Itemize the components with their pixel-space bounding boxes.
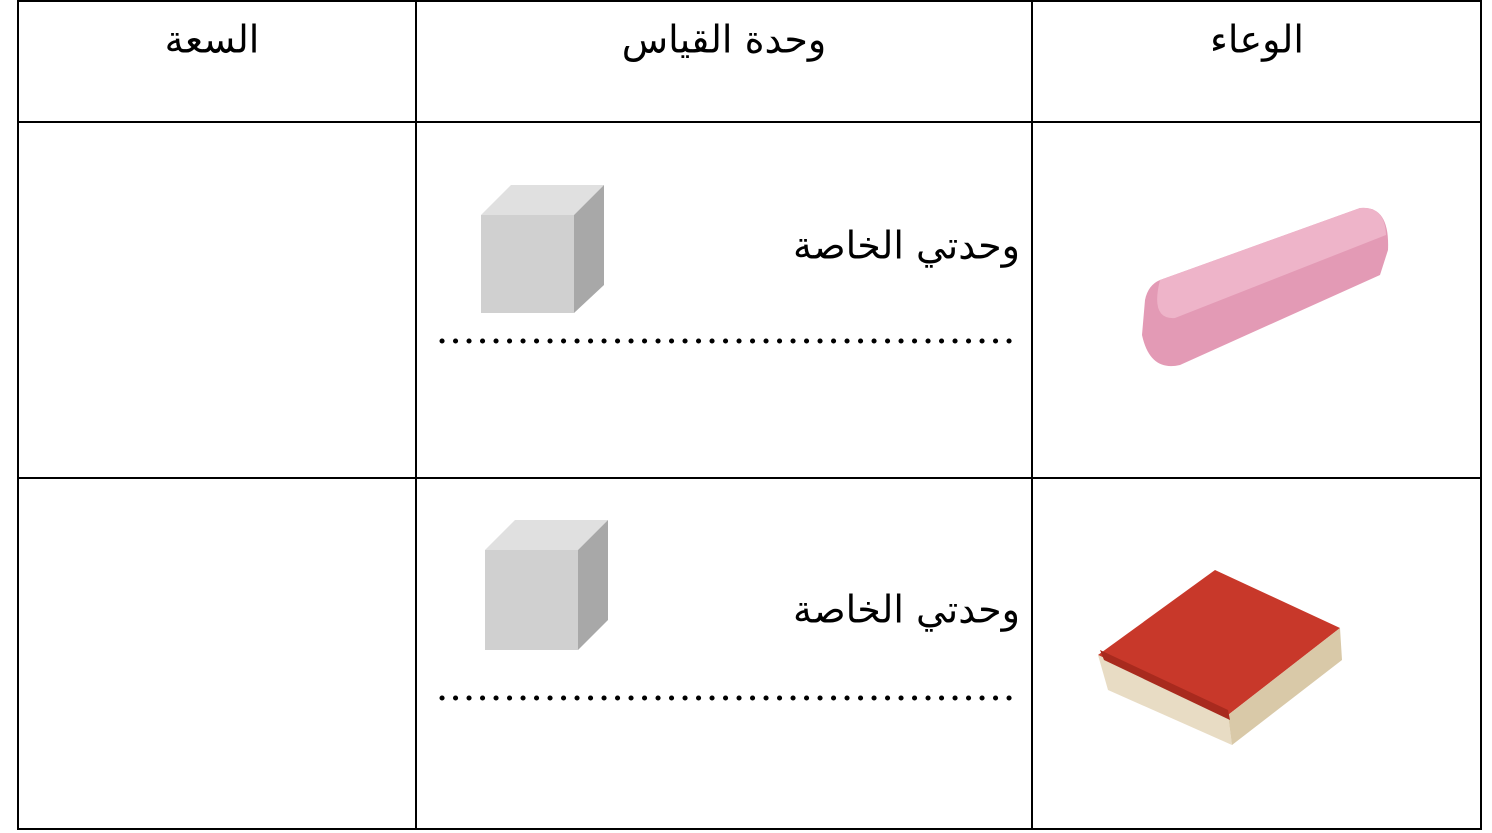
table-border (17, 0, 1482, 830)
header-cell: وحدة القياس (622, 18, 827, 63)
book-image (1098, 570, 1342, 745)
cube-icon (481, 185, 604, 313)
unit-label: وحدتي الخاصة (793, 588, 1020, 633)
header-cell: الوعاء (1210, 18, 1304, 63)
eraser-image (1142, 207, 1389, 367)
cube-icon (485, 520, 608, 650)
unit-label: وحدتي الخاصة (793, 224, 1020, 269)
header-cell: السعة (165, 18, 260, 62)
